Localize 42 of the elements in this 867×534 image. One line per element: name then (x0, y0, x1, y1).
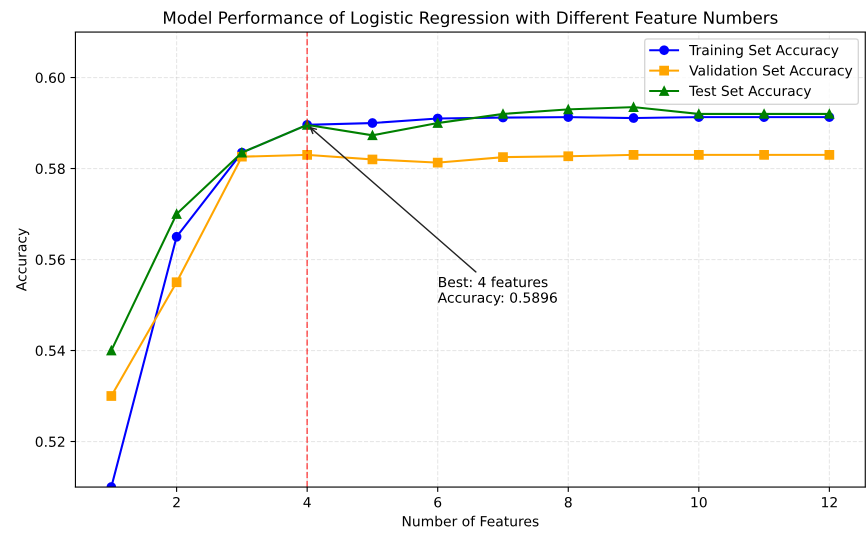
point (368, 154, 378, 164)
point (432, 118, 443, 128)
x-tick-label: 6 (434, 496, 442, 508)
x-tick-label: 2 (173, 496, 180, 508)
annotation: Best: 4 features Accuracy: 0.5896 (438, 276, 557, 306)
point (563, 151, 574, 162)
point (498, 109, 508, 119)
y-tick-label: 0.54 (36, 345, 65, 356)
point (172, 232, 182, 242)
y-tick-label: 0.58 (36, 164, 65, 174)
x-tick-label: 8 (564, 496, 572, 508)
legend-label: Test Set Accuracy (689, 86, 812, 99)
point (694, 150, 704, 160)
point (368, 130, 378, 140)
point (694, 109, 704, 119)
point (628, 113, 638, 123)
legend-label: Training Set Accuracy (689, 44, 839, 58)
point (368, 118, 378, 128)
point (106, 346, 116, 356)
x-tick-label: 12 (822, 496, 837, 508)
chart-title: Model Performance of Logistic Regression with Different Feature Numbers (164, 11, 778, 28)
point (824, 150, 834, 160)
y-tick-label: 0.56 (36, 254, 65, 265)
point (432, 158, 443, 168)
point (628, 150, 638, 160)
point (172, 277, 182, 288)
point (172, 209, 182, 219)
point (759, 150, 769, 160)
x-tick-label: 4 (303, 497, 311, 508)
legend-label: Validation Set Accuracy (689, 64, 852, 78)
point (628, 102, 638, 112)
point (759, 109, 769, 119)
point (106, 391, 116, 401)
point (824, 109, 834, 119)
point (302, 150, 312, 160)
point (563, 104, 574, 114)
y-tick-label: 0.60 (36, 72, 65, 84)
x-axis-title: Number of Features (402, 516, 539, 526)
point (498, 152, 508, 162)
x-tick-label: 10 (692, 496, 707, 508)
y-tick-label: 0.52 (36, 436, 64, 447)
y-axis-title: Accuracy (16, 228, 30, 292)
